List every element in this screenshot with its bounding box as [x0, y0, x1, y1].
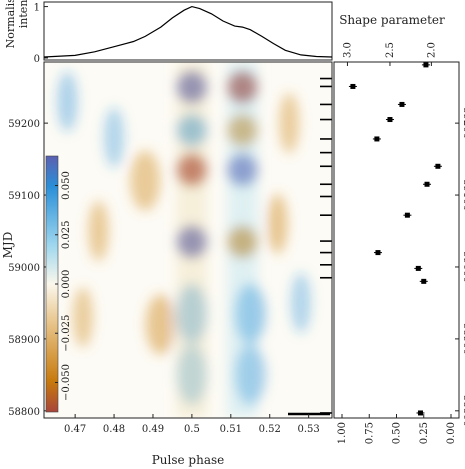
shape-top-tick-label: 2.5: [385, 42, 396, 58]
profile-ylabel-line1: Normalised: [4, 0, 17, 48]
y-tick-label: 58900: [8, 335, 40, 346]
colorbar-tick-label: −0.025: [61, 315, 72, 352]
heatmap-blob: [279, 93, 300, 154]
shape-point: [423, 62, 429, 68]
shape-point: [415, 265, 421, 271]
colorbar: −0.050 −0.025 0.000 0.025 0.050: [45, 155, 72, 413]
x-tick-label: 0.47: [64, 424, 86, 435]
x-tick-label: 0.53: [298, 424, 320, 435]
x-tick-label: 0.51: [220, 424, 242, 435]
shape-point: [375, 250, 381, 256]
shape-top-tick-label: 2.0: [426, 42, 437, 58]
shape-point: [404, 212, 410, 218]
shape-parameter-title: Shape parameter: [339, 13, 445, 27]
heatmap-blob: [267, 193, 288, 254]
heatmap-band: [176, 62, 208, 418]
shape-bottom-tick-label: 0.50: [392, 422, 403, 444]
heatmap-panel: 0.47 0.48 0.49 0.5 0.51 0.52 0.53 58800 58900 59…: [1, 61, 333, 467]
x-tick-label: 0.5: [184, 424, 200, 435]
shape-point: [350, 83, 356, 89]
x-tick-label: 0.49: [142, 424, 164, 435]
profile-ytick-label: 0: [34, 54, 40, 65]
shape-panel: Shape parameter 1.00 0.75 0.50 0.25 0.00 3.0…: [333, 13, 465, 444]
shape-point: [421, 278, 427, 284]
colorbar-tick-label: 0.000: [61, 270, 72, 299]
heatmap-blob: [57, 71, 78, 132]
pulse-phase-axis-label: Pulse phase: [152, 453, 225, 467]
heatmap-blob: [145, 294, 176, 355]
heatmap-blob: [88, 201, 109, 262]
y-tick-label: 58800: [8, 407, 40, 418]
heatmap-blob: [290, 272, 311, 333]
shape-point: [417, 410, 423, 416]
x-tick-label: 0.48: [103, 424, 125, 435]
shape-point: [387, 117, 393, 123]
shape-point: [424, 181, 430, 187]
profile-ytick-label: 1: [34, 3, 40, 14]
shape-right-tick-label: 59000: [461, 251, 465, 283]
heatmap-blob: [130, 150, 161, 211]
colorbar-tick-label: 0.025: [61, 220, 72, 249]
shape-bottom-tick-label: 0.25: [419, 422, 430, 444]
y-tick-label: 59100: [8, 191, 40, 202]
shape-frame: [333, 61, 460, 419]
heatmap-frame: [43, 61, 333, 419]
heatmap-blob: [104, 107, 125, 168]
profile-frame: [43, 1, 333, 61]
shape-bottom-tick-label: 0.00: [446, 422, 457, 444]
shape-bottom-tick-label: 0.75: [364, 422, 375, 444]
shape-right-tick-label: 59200: [461, 107, 465, 139]
shape-right-tick-label: 58900: [461, 323, 465, 355]
heatmap-band: [226, 62, 259, 418]
y-tick-label: 59200: [8, 119, 40, 130]
profile-ylabel-line2: intensity: [17, 0, 30, 28]
colorbar-tick-label: 0.050: [61, 171, 72, 200]
profile-line: [43, 5, 333, 58]
shape-point: [374, 136, 380, 142]
shape-point: [435, 163, 441, 169]
x-tick-label: 0.52: [259, 424, 281, 435]
shape-point: [399, 101, 405, 107]
y-tick-label: 59000: [8, 263, 40, 274]
heatmap-blob: [72, 287, 93, 348]
colorbar-tick-label: −0.050: [61, 364, 72, 401]
shape-right-tick-label: 58800: [461, 395, 465, 427]
profile-panel: 0 1 Normalised intensity: [4, 0, 333, 65]
shape-bottom-tick-label: 1.00: [337, 422, 348, 444]
mjd-axis-label: MJD: [1, 232, 15, 259]
shape-top-tick-label: 3.0: [342, 42, 353, 58]
shape-right-tick-label: 59100: [461, 179, 465, 211]
